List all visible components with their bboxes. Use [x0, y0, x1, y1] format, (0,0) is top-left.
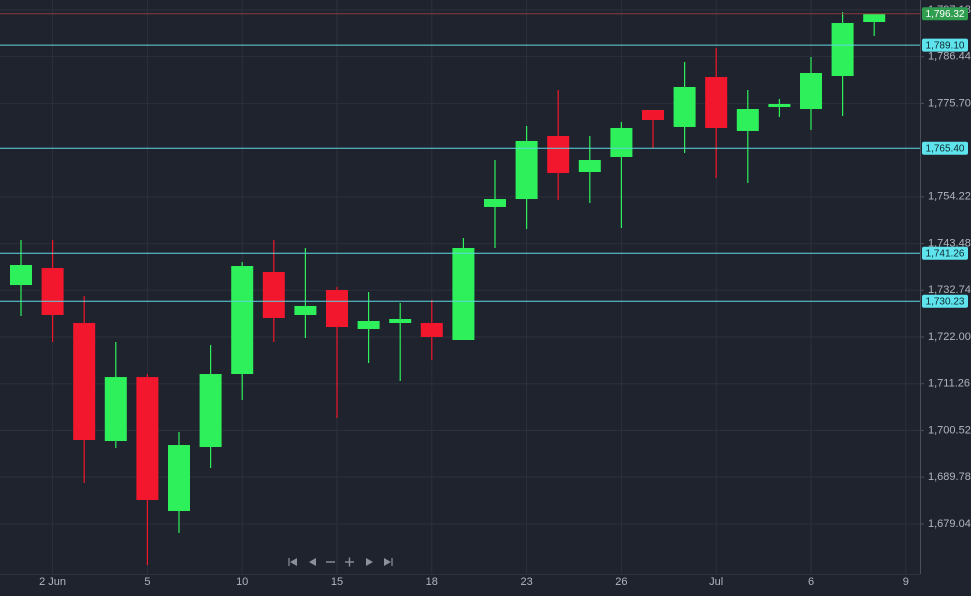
y-tick-label: 1,700.52: [928, 424, 971, 436]
nav-last[interactable]: [384, 558, 393, 566]
y-tick-label: 1,722.00: [928, 331, 971, 343]
candle-body: [452, 248, 475, 341]
y-tick-label: 1,732.74: [928, 284, 971, 296]
x-tick-label: 10: [236, 576, 248, 588]
candle-body: [800, 72, 822, 110]
candle-body: [136, 377, 159, 501]
nav-controls: [288, 557, 393, 567]
x-tick-label: 2 Jun: [39, 576, 66, 588]
candle-body: [41, 268, 64, 315]
candle-body: [262, 272, 285, 318]
price-level-label: 1,765.40: [926, 143, 965, 154]
x-tick-label: 18: [426, 576, 438, 588]
x-tick-label: 23: [520, 576, 532, 588]
candle-body: [673, 87, 696, 127]
price-level-box: [922, 141, 968, 155]
candle-body: [73, 322, 96, 441]
nav-back[interactable]: [309, 558, 316, 566]
price-level-label: 1,741.26: [926, 248, 965, 259]
candle-body: [199, 374, 222, 448]
price-level-label: 1,730.23: [926, 296, 965, 307]
x-tick-label: 5: [144, 576, 150, 588]
candle-body: [547, 135, 570, 174]
y-tick-label: 1,689.78: [928, 471, 971, 483]
nav-first[interactable]: [288, 558, 297, 566]
candle-body: [231, 266, 254, 375]
candle-body: [484, 199, 506, 207]
candle-body: [357, 320, 380, 330]
price-level-box: [922, 7, 968, 21]
candle-body: [578, 159, 601, 173]
candle-body: [642, 110, 664, 120]
candle-body: [515, 140, 538, 200]
y-tick-label: 1,775.70: [928, 97, 971, 109]
candle-body: [736, 109, 759, 131]
y-tick-label: 1,786.44: [928, 51, 971, 63]
candle-body: [104, 377, 127, 442]
x-tick-label: 6: [808, 576, 814, 588]
candle-body: [831, 23, 854, 76]
y-tick-label: 1,754.22: [928, 191, 971, 203]
candle-body: [768, 104, 791, 108]
y-tick-label: 1,679.04: [928, 518, 971, 530]
price-level-box: [922, 38, 968, 52]
nav-forward[interactable]: [366, 558, 373, 566]
price-level-label: 1,796.32: [926, 9, 965, 20]
candle-body: [168, 445, 190, 512]
candle-body: [610, 127, 633, 157]
candle-body: [10, 265, 32, 286]
nav-zoom-in[interactable]: [345, 557, 354, 567]
candle-body: [294, 305, 317, 315]
candle-body: [705, 76, 728, 128]
y-tick-label: 1,711.26: [928, 378, 970, 390]
y-tick-label: 1,743.48: [928, 237, 971, 249]
price-level-box: [922, 294, 968, 308]
candle-body: [389, 318, 412, 323]
x-tick-label: 9: [903, 576, 909, 588]
candle-body: [863, 13, 886, 23]
x-tick-label: 15: [331, 576, 343, 588]
price-level-label: 1,789.10: [926, 40, 965, 51]
candle-body: [420, 322, 443, 338]
candle-body: [326, 290, 348, 327]
x-tick-label: Jul: [709, 576, 723, 588]
x-tick-label: 26: [615, 576, 627, 588]
price-level-box: [922, 246, 968, 260]
